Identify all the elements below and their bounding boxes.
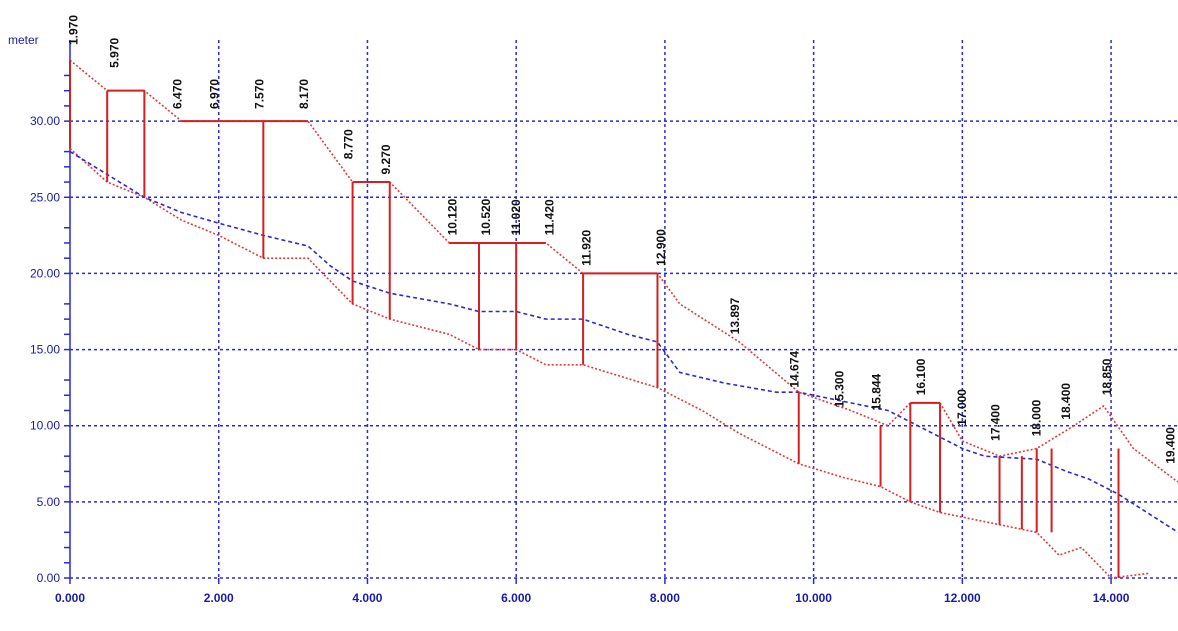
x-tick-label: 10.000	[795, 591, 832, 605]
y-tick-label: 20.00	[30, 266, 60, 280]
axis-ticks: 0.00 5.00 10.00 15.00 20.00 25.00 30.00 0.000 2.…	[30, 74, 1130, 605]
chainage-label: 13.897	[728, 297, 742, 334]
x-tick-label: 6.000	[501, 591, 531, 605]
x-tick-label: 12.000	[944, 591, 981, 605]
series-line-ground	[69, 150, 1178, 533]
chainage-label: 17.000	[955, 389, 969, 426]
chainage-label: 18.400	[1059, 383, 1073, 420]
series-line-lower	[69, 147, 1149, 579]
chainage-label: 5.970	[107, 37, 121, 67]
chainage-label: 18.850	[1100, 358, 1114, 395]
chainage-label: 11.420	[542, 199, 556, 235]
series-line-upper	[69, 59, 1178, 483]
chainage-label: 8.170	[297, 79, 311, 109]
chainage-label: 10.520	[479, 198, 493, 235]
chainage-label: 6.970	[208, 79, 222, 109]
x-tick-label: 8.000	[650, 591, 680, 605]
y-tick-label: 5.00	[37, 495, 61, 509]
chainage-label: 11.920	[580, 229, 594, 265]
chainage-label: 11.020	[509, 199, 523, 235]
chainage-label: 15.844	[870, 373, 884, 410]
drop-walls	[69, 60, 1120, 578]
chainage-label: 16.100	[914, 358, 928, 395]
series-lines	[69, 59, 1178, 579]
chainage-label: 12.900	[654, 229, 668, 266]
y-axis-unit-label: meter	[8, 33, 39, 47]
chainage-label: 7.570	[252, 79, 266, 109]
chainage-label: 10.120	[446, 198, 460, 235]
chainage-label: 15.300	[832, 370, 846, 407]
chainage-label: 18.000	[1029, 399, 1043, 436]
chainage-label: 1.970	[66, 15, 80, 45]
chainage-label: 19.400	[1163, 427, 1177, 464]
chainage-labels: 1.970 5.970 6.470 6.970 7.570 8.170 8.770 9.270…	[66, 15, 1177, 464]
y-tick-label: 30.00	[30, 114, 60, 128]
y-tick-label: 15.00	[30, 343, 60, 357]
y-tick-label: 10.00	[30, 419, 60, 433]
y-tick-label: 25.00	[30, 190, 60, 204]
x-tick-label: 14.000	[1093, 591, 1130, 605]
x-tick-label: 4.000	[352, 591, 382, 605]
chainage-label: 8.770	[342, 129, 356, 159]
chainage-label: 17.400	[989, 404, 1003, 441]
x-tick-label: 2.000	[204, 591, 234, 605]
chainage-label: 9.270	[379, 144, 393, 174]
chainage-label: 14.674	[788, 351, 802, 388]
y-tick-label: 0.00	[37, 571, 61, 585]
x-tick-label: 0.000	[55, 591, 85, 605]
chainage-label: 6.470	[171, 79, 185, 109]
